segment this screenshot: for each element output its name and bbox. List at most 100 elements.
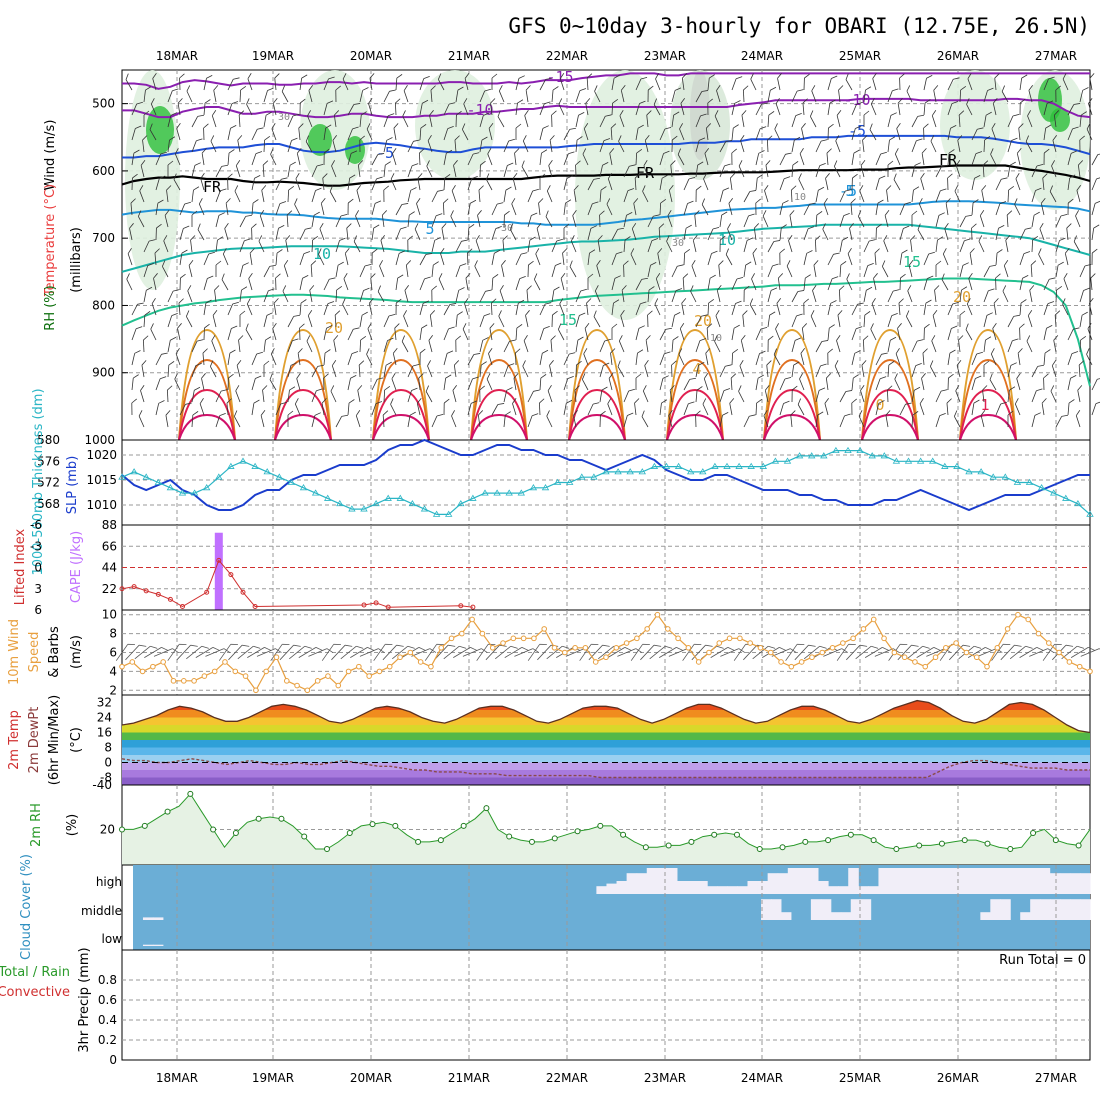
wind-barb [191, 186, 200, 203]
wind10m-point [448, 635, 455, 642]
wind-barb [234, 185, 241, 203]
barb-staff [368, 103, 373, 116]
barb-staff [275, 203, 281, 216]
wind-barb [881, 260, 889, 278]
barb-flag [601, 386, 608, 391]
barb-staff [619, 115, 625, 128]
temp-band [122, 770, 1090, 778]
barb-staff [285, 240, 289, 253]
date-label-bottom: 20MAR [350, 1071, 392, 1085]
wind-barb [1031, 412, 1041, 428]
barb-flag [245, 323, 249, 330]
barb-flag [1077, 645, 1085, 649]
wind10m-point [984, 663, 990, 670]
wind-barb [610, 348, 616, 366]
wind-barb [947, 373, 954, 391]
wind10m-point [592, 659, 599, 665]
barb-flag [223, 648, 231, 653]
barb-staff [239, 89, 242, 103]
barb-flag [1006, 210, 1013, 216]
barb-staff [822, 229, 829, 241]
wind-barb [1053, 335, 1059, 353]
barb-staff [575, 90, 581, 103]
wind-barb [971, 175, 981, 191]
wind-barb [857, 210, 865, 228]
barb-staff [414, 228, 421, 241]
rh2m-point [528, 838, 535, 845]
barb-staff [191, 365, 197, 378]
barb-flag [974, 175, 981, 179]
thickness-point [650, 462, 659, 469]
wind-barb [572, 210, 577, 228]
barb-staff [897, 103, 901, 116]
barb-staff [860, 165, 865, 178]
barb-flag [275, 273, 281, 279]
barb-flag [376, 176, 383, 180]
thickness-point [457, 499, 465, 507]
barb-staff [346, 228, 349, 241]
wind-barb [357, 160, 364, 178]
barb-staff [582, 153, 589, 166]
thickness-point [1013, 478, 1022, 485]
wind10m-barb [916, 646, 941, 658]
wind-barb [803, 202, 816, 216]
wind-barb [383, 314, 396, 328]
wind-barb [275, 177, 288, 191]
barb-flag [647, 85, 654, 91]
barb-flag [883, 235, 888, 241]
wind10m-barb [579, 643, 599, 661]
barb-flag [1088, 646, 1095, 651]
barb-flag [813, 260, 819, 266]
wind-barb [197, 223, 205, 241]
wind-barb [383, 113, 395, 128]
wind10m-point [757, 644, 764, 651]
barb-staff [431, 265, 434, 278]
barb-flag [972, 199, 979, 204]
barb-flag [177, 323, 182, 329]
cloud-cell-middle [142, 917, 154, 920]
barb-flag [734, 100, 741, 104]
wind-barb [467, 199, 477, 216]
wind10m-barb [991, 643, 1011, 661]
wind-barb [1031, 187, 1042, 203]
barb-staff [539, 153, 542, 166]
lifted-index-point [252, 603, 258, 609]
wind-barb [479, 289, 492, 303]
barb-flag [856, 101, 863, 105]
barb-flag [219, 412, 226, 416]
barb-flag [836, 335, 841, 341]
rh-shading [125, 70, 1090, 320]
lifted-index-point [204, 589, 210, 595]
wind-barb [455, 287, 465, 303]
wind-barb [802, 98, 808, 116]
wind-barb [539, 349, 549, 366]
barb-staff [954, 190, 961, 203]
thickness-point [263, 468, 271, 475]
barb-flag [185, 310, 190, 317]
barb-flag [472, 152, 480, 155]
wind-barb [583, 123, 589, 141]
barb-flag [418, 373, 424, 379]
wind-barb [803, 250, 813, 266]
barb-staff [486, 179, 493, 191]
thickness-point [844, 446, 852, 454]
barb-flag [877, 199, 884, 204]
wind-barb [635, 148, 643, 166]
barb-flag [488, 348, 493, 354]
barb-flag [859, 185, 864, 191]
barb-staff [174, 379, 181, 391]
barb-flag [412, 364, 420, 367]
wind-barb [623, 212, 633, 228]
barb-flag [203, 123, 209, 129]
barb-flag [781, 224, 787, 229]
barb-flag [448, 102, 456, 105]
barb-staff [319, 228, 325, 241]
barb-staff [142, 140, 145, 153]
wind10m-point [840, 640, 846, 646]
wind-barb [762, 210, 769, 228]
wind-barb [527, 413, 539, 428]
wind-barb [371, 224, 380, 241]
barb-staff [1088, 303, 1093, 316]
wind-barb [707, 250, 718, 266]
barb-staff [611, 253, 617, 266]
